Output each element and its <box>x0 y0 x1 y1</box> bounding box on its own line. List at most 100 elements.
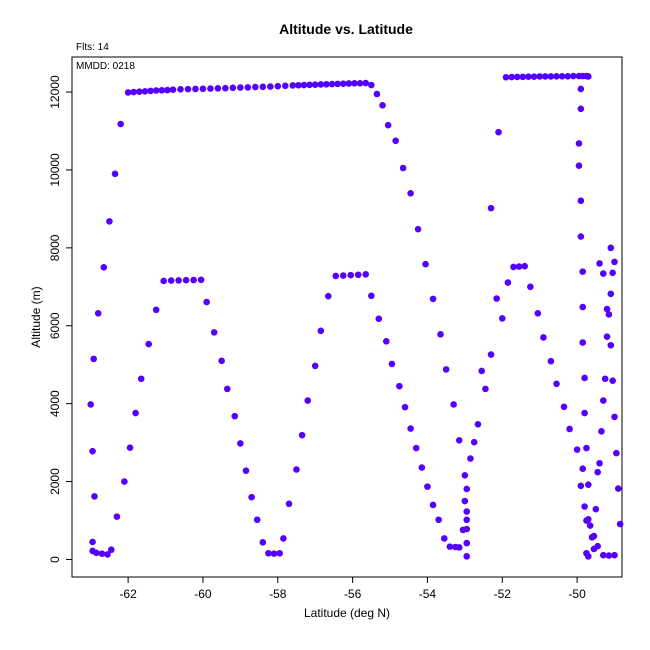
data-point <box>547 73 555 80</box>
data-point <box>124 89 132 96</box>
data-point <box>585 73 592 80</box>
data-point <box>603 333 611 340</box>
data-point <box>231 412 239 420</box>
data-point <box>519 73 527 81</box>
data-point <box>579 465 587 473</box>
data-point <box>590 532 598 540</box>
data-point <box>190 276 197 284</box>
data-point <box>440 535 448 542</box>
y-tick-label: 2000 <box>48 468 62 495</box>
data-point <box>598 428 605 435</box>
data-point <box>560 403 568 411</box>
data-point <box>461 497 469 505</box>
data-point <box>104 551 111 558</box>
data-point <box>586 522 594 529</box>
data-point <box>579 339 587 346</box>
data-point <box>373 90 381 98</box>
data-point <box>474 421 482 428</box>
data-point <box>300 81 308 89</box>
data-point <box>577 197 585 205</box>
data-point <box>508 73 515 81</box>
data-point <box>113 513 121 520</box>
data-point <box>446 543 454 550</box>
data-point <box>356 79 364 87</box>
data-point <box>167 277 175 284</box>
data-point <box>422 260 429 268</box>
x-tick-label: -60 <box>194 587 212 601</box>
data-point <box>536 73 543 80</box>
data-point <box>455 544 463 551</box>
data-point <box>311 362 319 370</box>
data-point <box>564 72 572 80</box>
data-point <box>592 505 600 513</box>
data-point <box>362 79 370 87</box>
data-point <box>392 137 399 145</box>
data-point <box>121 478 128 485</box>
data-point <box>575 140 583 147</box>
data-point <box>399 164 407 172</box>
data-point <box>558 72 566 80</box>
data-point <box>197 276 205 284</box>
data-point <box>611 258 618 266</box>
data-point <box>463 516 471 524</box>
data-point <box>117 120 124 128</box>
data-point <box>94 309 102 317</box>
data-point <box>218 357 225 365</box>
data-point <box>577 233 585 240</box>
x-tick-label: -56 <box>344 587 362 601</box>
data-point <box>270 550 278 557</box>
data-point <box>412 444 420 452</box>
data-point <box>459 526 467 534</box>
data-point <box>573 446 581 453</box>
data-point <box>581 374 588 382</box>
y-axis: 0 2000 4000 6000 8000 10000 12000 <box>48 75 72 563</box>
data-point <box>583 444 590 452</box>
data-point <box>553 72 560 80</box>
data-point <box>577 482 585 490</box>
data-point <box>435 516 442 524</box>
chart-title: Altitude vs. Latitude <box>279 21 413 37</box>
data-point <box>594 468 601 476</box>
data-point <box>107 546 115 554</box>
data-point <box>579 303 587 311</box>
data-point <box>450 401 457 408</box>
data-point <box>289 82 297 89</box>
data-point <box>609 377 616 384</box>
data-point <box>98 550 106 557</box>
data-point <box>603 305 611 313</box>
data-point <box>89 447 96 455</box>
data-point <box>244 84 252 91</box>
data-point <box>306 81 313 89</box>
data-point <box>437 331 444 338</box>
data-point <box>177 86 184 93</box>
data-point <box>111 170 119 178</box>
data-point <box>611 413 618 421</box>
data-point <box>130 88 138 96</box>
data-point <box>585 481 592 488</box>
data-point <box>317 81 325 88</box>
data-point <box>547 357 555 365</box>
data-point <box>611 551 618 559</box>
data-point <box>521 262 529 270</box>
data-point <box>570 72 577 80</box>
data-point <box>609 269 616 277</box>
data-point <box>147 87 154 95</box>
data-point <box>210 329 218 336</box>
data-point <box>424 483 431 490</box>
data-point <box>534 309 542 317</box>
data-point <box>203 298 210 306</box>
x-tick-label: -58 <box>269 587 287 601</box>
y-tick-label: 4000 <box>48 390 62 417</box>
data-point <box>311 81 319 88</box>
data-point <box>207 85 214 92</box>
data-point <box>91 493 98 500</box>
data-point <box>605 552 613 559</box>
y-tick-label: 8000 <box>48 234 62 261</box>
data-point <box>596 260 603 267</box>
data-point <box>577 105 585 113</box>
data-point <box>429 295 437 303</box>
data-point <box>222 84 229 92</box>
data-point <box>253 516 261 524</box>
data-point <box>332 272 340 280</box>
data-point <box>510 263 517 271</box>
